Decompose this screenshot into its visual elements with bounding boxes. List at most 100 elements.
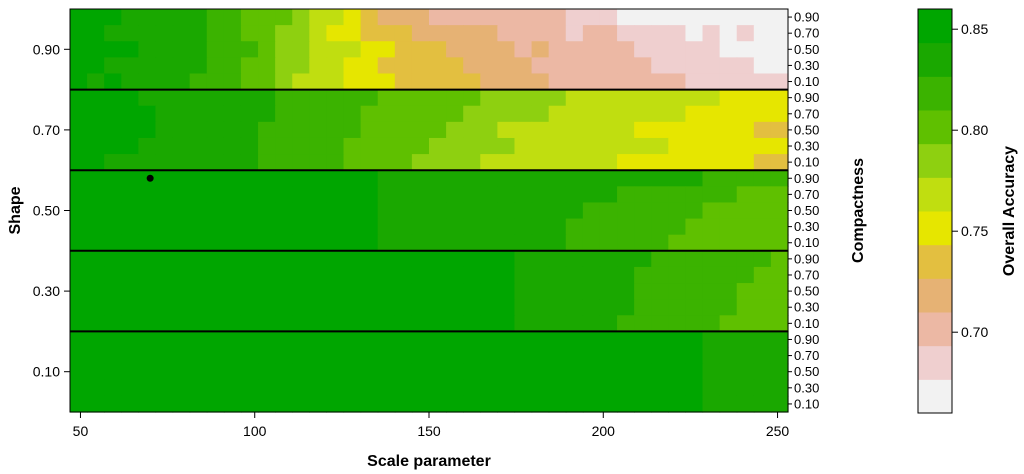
heatmap-cell <box>223 41 242 58</box>
heatmap-cell <box>565 347 584 365</box>
heatmap-cell <box>206 202 225 220</box>
heatmap-cell <box>258 73 276 91</box>
heatmap-cell <box>121 250 139 268</box>
heatmap-cell <box>411 299 430 316</box>
heatmap-cell <box>206 218 225 236</box>
heatmap-cell <box>411 170 430 187</box>
heatmap-cell <box>719 331 738 349</box>
heatmap-cell <box>121 283 139 300</box>
heatmap-cell <box>275 73 293 91</box>
heatmap-cell <box>514 218 533 236</box>
heatmap-cell <box>429 379 447 397</box>
heatmap-cell <box>121 105 139 123</box>
heatmap-cell <box>326 202 345 220</box>
y2-axis-title: Compactness <box>850 158 867 263</box>
heatmap-cell <box>309 105 328 123</box>
heatmap-cell <box>668 331 687 349</box>
heatmap-cell <box>343 218 362 236</box>
heatmap-cell <box>463 170 481 187</box>
heatmap-cell <box>394 186 413 204</box>
heatmap-cell <box>189 25 208 42</box>
heatmap-cell <box>104 283 122 300</box>
heatmap-cell <box>292 170 310 187</box>
heatmap-cell <box>770 331 789 349</box>
heatmap-cell <box>292 250 310 268</box>
heatmap-cell <box>240 331 259 349</box>
heatmap-cell <box>343 9 362 26</box>
heatmap-cell <box>121 170 139 187</box>
heatmap-cell <box>565 202 584 220</box>
heatmap-cell <box>377 170 396 187</box>
compactness-tick-label: 0.90 <box>794 10 819 25</box>
heatmap-cell <box>599 121 618 139</box>
heatmap-cell <box>565 266 584 284</box>
heatmap-cell <box>394 105 413 123</box>
heatmap-cell <box>685 379 704 397</box>
heatmap-cell <box>258 9 276 26</box>
heatmap-cell <box>121 347 139 365</box>
heatmap-cell <box>548 202 567 220</box>
heatmap-cell <box>155 121 174 139</box>
heatmap-cell <box>651 299 669 316</box>
heatmap-cell <box>104 186 122 204</box>
heatmap-cell <box>668 234 687 252</box>
heatmap-cell <box>565 25 584 42</box>
heatmap-cell <box>446 299 464 316</box>
heatmap-cell <box>651 154 669 171</box>
heatmap-cell <box>258 315 276 332</box>
shape-tick-label: 0.30 <box>33 283 60 299</box>
heatmap-cell <box>668 266 687 284</box>
heatmap-cell <box>172 41 191 58</box>
heatmap-cell <box>446 379 464 397</box>
heatmap-cell <box>326 363 345 381</box>
heatmap-cell <box>240 315 259 332</box>
heatmap-cell <box>292 234 310 252</box>
heatmap-cell <box>70 347 88 365</box>
heatmap-cell <box>617 89 635 107</box>
heatmap-cell <box>702 347 721 365</box>
heatmap-cell <box>463 25 481 42</box>
heatmap-cell <box>634 105 652 123</box>
heatmap-cell <box>770 137 789 155</box>
heatmap-cell <box>189 154 208 171</box>
heatmap-cell <box>87 218 105 236</box>
heatmap-cell <box>189 379 208 397</box>
heatmap-cell <box>343 299 362 316</box>
heatmap-cell <box>582 170 601 187</box>
heatmap-cell <box>719 137 738 155</box>
heatmap-cell <box>377 25 396 42</box>
colorbar-segment <box>918 76 952 111</box>
heatmap-cell <box>206 363 225 381</box>
heatmap-cell <box>531 73 550 91</box>
heatmap-cell <box>343 186 362 204</box>
heatmap-cell <box>702 218 721 236</box>
heatmap-cell <box>104 121 122 139</box>
heatmap-cell <box>651 395 669 413</box>
heatmap-cell <box>514 121 533 139</box>
heatmap-cell <box>326 186 345 204</box>
heatmap-cell <box>736 73 755 91</box>
heatmap-cell <box>617 202 635 220</box>
heatmap-cell <box>121 299 139 316</box>
heatmap-cell <box>377 266 396 284</box>
heatmap-cell <box>617 73 635 91</box>
heatmap-cell <box>292 266 310 284</box>
heatmap-cell <box>651 315 669 332</box>
heatmap-cell <box>480 395 498 413</box>
heatmap-cell <box>411 266 430 284</box>
heatmap-cell <box>326 89 345 107</box>
colorbar-segment <box>918 345 952 380</box>
heatmap-cell <box>582 57 601 75</box>
heatmap-cell <box>770 57 789 75</box>
heatmap-cell <box>172 25 191 42</box>
heatmap-cell <box>172 266 191 284</box>
compactness-tick-label: 0.30 <box>794 139 819 154</box>
heatmap-cell <box>702 395 721 413</box>
heatmap-cell <box>736 121 755 139</box>
heatmap-cell <box>138 57 157 75</box>
heatmap-cell <box>87 234 105 252</box>
heatmap-cell <box>514 73 533 91</box>
heatmap-cell <box>360 73 379 91</box>
heatmap-cell <box>411 315 430 332</box>
